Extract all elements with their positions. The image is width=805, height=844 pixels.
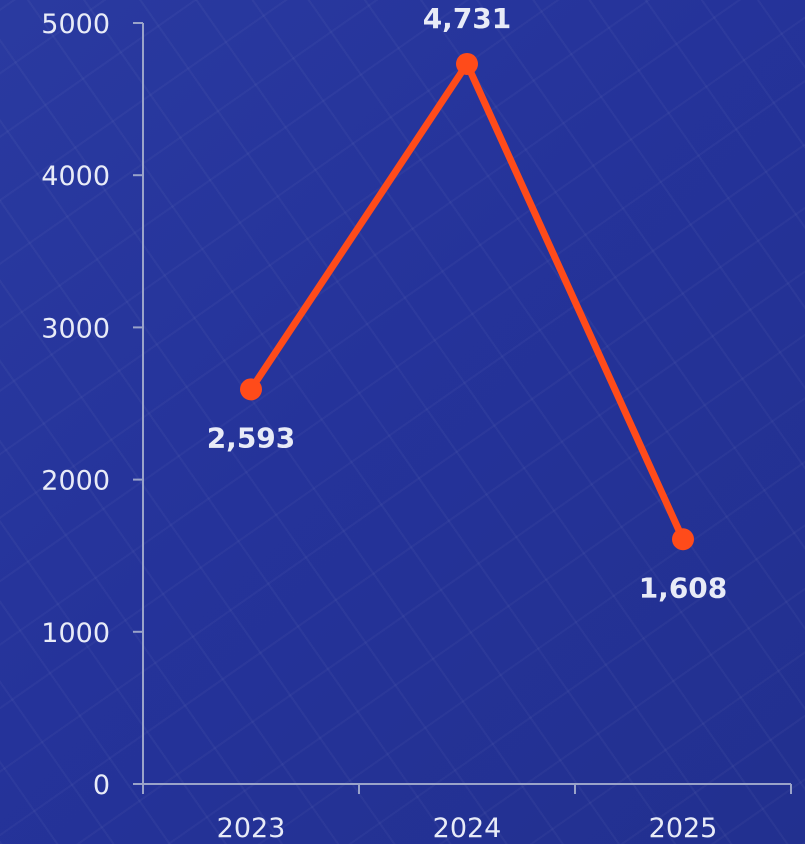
data-point — [456, 52, 478, 75]
data-label: 1,608 — [639, 571, 728, 604]
y-tick-label: 4000 — [41, 161, 110, 192]
data-label: 2,593 — [207, 421, 296, 454]
y-tick-label: 1000 — [41, 618, 110, 649]
series-line — [247, 60, 687, 543]
y-tick-label: 0 — [93, 770, 110, 801]
data-point — [240, 378, 262, 401]
y-tick-label: 2000 — [41, 466, 110, 497]
y-tick-label: 5000 — [41, 9, 110, 40]
x-tick-label: 2025 — [649, 813, 718, 844]
data-label: 4,731 — [423, 2, 512, 35]
y-tick-label: 3000 — [41, 313, 110, 344]
x-tick-label: 2023 — [217, 813, 286, 844]
x-tick-label: 2024 — [433, 813, 502, 844]
data-point — [672, 528, 694, 551]
